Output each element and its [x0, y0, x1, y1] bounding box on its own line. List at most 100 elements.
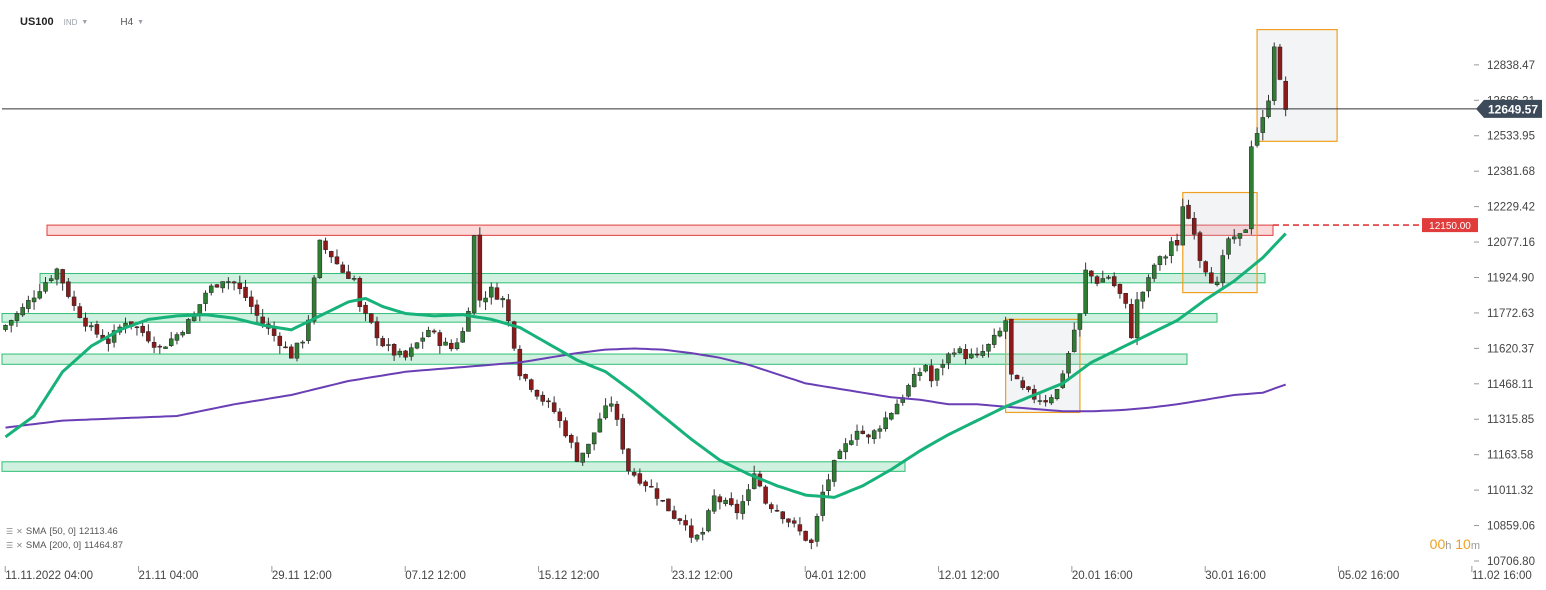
candle-body	[1283, 80, 1288, 110]
candle-body	[774, 509, 780, 512]
candle-body	[294, 342, 300, 359]
list-icon[interactable]: ☰	[6, 541, 14, 550]
candle-body	[357, 278, 363, 307]
candle-body	[477, 234, 483, 301]
candle-body	[940, 364, 946, 368]
candle-body	[1249, 146, 1254, 230]
candle-body	[751, 473, 757, 489]
candle-body	[1157, 256, 1163, 265]
candle-timer: 00h 10m	[1429, 536, 1480, 552]
candle-body	[523, 374, 528, 379]
candle-body	[66, 281, 71, 297]
candle-body	[1277, 46, 1283, 80]
candle-body	[94, 324, 100, 335]
candle-body	[929, 365, 934, 382]
candle-body	[706, 510, 711, 532]
candle-body	[1191, 217, 1197, 235]
candle-body	[1043, 400, 1048, 403]
candle-body	[454, 342, 460, 349]
candle-body	[1243, 229, 1248, 233]
candle-body	[1169, 241, 1174, 256]
y-tick-label: 10706.80	[1487, 556, 1535, 568]
y-tick-label: 12229.42	[1487, 202, 1535, 214]
x-tick-label: 07.12 12:00	[405, 570, 466, 582]
candle-body	[557, 411, 563, 421]
candle-body	[380, 338, 385, 347]
chevron-down-icon[interactable]: ▼	[81, 18, 89, 26]
resistance-zone	[46, 224, 1274, 236]
support-zone	[39, 273, 1266, 284]
x-tick-label: 23.12 12:00	[672, 570, 733, 582]
candle-body	[1077, 313, 1083, 330]
candle-body	[963, 349, 968, 360]
candle-body	[43, 282, 48, 292]
candle-body	[420, 337, 425, 342]
candle-body	[1163, 256, 1168, 259]
candle-body	[317, 239, 323, 278]
candle-body	[991, 334, 997, 345]
candle-body	[529, 379, 534, 390]
candle-body	[1220, 255, 1226, 283]
candle-body	[386, 344, 391, 346]
candle-body	[346, 271, 351, 279]
candle-body	[54, 268, 60, 280]
candle-body	[666, 498, 671, 512]
candle-body	[934, 368, 940, 381]
candle-body	[466, 310, 471, 332]
candle-body	[449, 342, 454, 350]
candle-body	[397, 350, 403, 356]
candle-body	[271, 328, 277, 336]
candle-body	[894, 403, 900, 415]
candle-body	[1100, 278, 1106, 283]
x-axis[interactable]: 11.11.2022 04:00 21.11 04:00 29.11 12:00 07…	[4, 566, 1532, 582]
candle-body	[248, 296, 254, 307]
list-icon[interactable]: ☰	[6, 527, 14, 536]
candle-body	[506, 299, 511, 322]
timeframe-selector[interactable]: H4	[120, 16, 134, 28]
y-tick-label: 10859.06	[1487, 521, 1535, 533]
candle-body	[1140, 291, 1146, 302]
support-zone	[1, 313, 1218, 323]
y-axis[interactable]: 12838.4712686.2112533.9512381.6812229.42…	[1474, 60, 1542, 568]
chevron-down-icon[interactable]: ▼	[137, 18, 145, 26]
y-tick-label: 12077.16	[1487, 237, 1535, 249]
candle-body	[614, 403, 620, 420]
support-zone	[1, 461, 906, 472]
x-tick-label: 04.01 12:00	[805, 570, 866, 582]
timer-hours: 00	[1429, 536, 1446, 552]
candle-body	[923, 365, 928, 372]
candle-body	[443, 341, 448, 346]
candle-body	[1014, 375, 1020, 380]
candle-body	[311, 277, 317, 322]
candle-body	[1271, 46, 1277, 101]
y-tick-label: 12838.47	[1487, 60, 1535, 72]
candle-body	[871, 430, 877, 440]
candle-body	[626, 448, 631, 472]
candle-body	[763, 486, 768, 504]
symbol-name[interactable]: US100	[20, 16, 54, 28]
candle-body	[1009, 318, 1014, 375]
candle-body	[609, 403, 614, 407]
candle-body	[814, 516, 820, 542]
zones-layer	[1, 224, 1274, 472]
candle-body	[1117, 284, 1123, 294]
resistance-label-bg	[1422, 218, 1478, 233]
candle-body	[957, 348, 963, 353]
candle-body	[88, 325, 94, 328]
candle-body	[1026, 386, 1031, 390]
candle-body	[723, 499, 728, 504]
candle-body	[260, 316, 265, 324]
candle-body	[1083, 269, 1088, 314]
candle-body	[1003, 320, 1008, 332]
close-icon[interactable]: ✕	[16, 527, 23, 536]
candle-body	[163, 346, 168, 349]
candles	[3, 42, 1288, 550]
close-icon[interactable]: ✕	[16, 541, 23, 550]
candle-body	[20, 307, 25, 316]
candle-body	[409, 347, 414, 357]
candle-body	[414, 342, 420, 349]
candle-body	[986, 343, 991, 352]
candle-body	[1231, 236, 1237, 240]
candle-body	[8, 320, 14, 326]
